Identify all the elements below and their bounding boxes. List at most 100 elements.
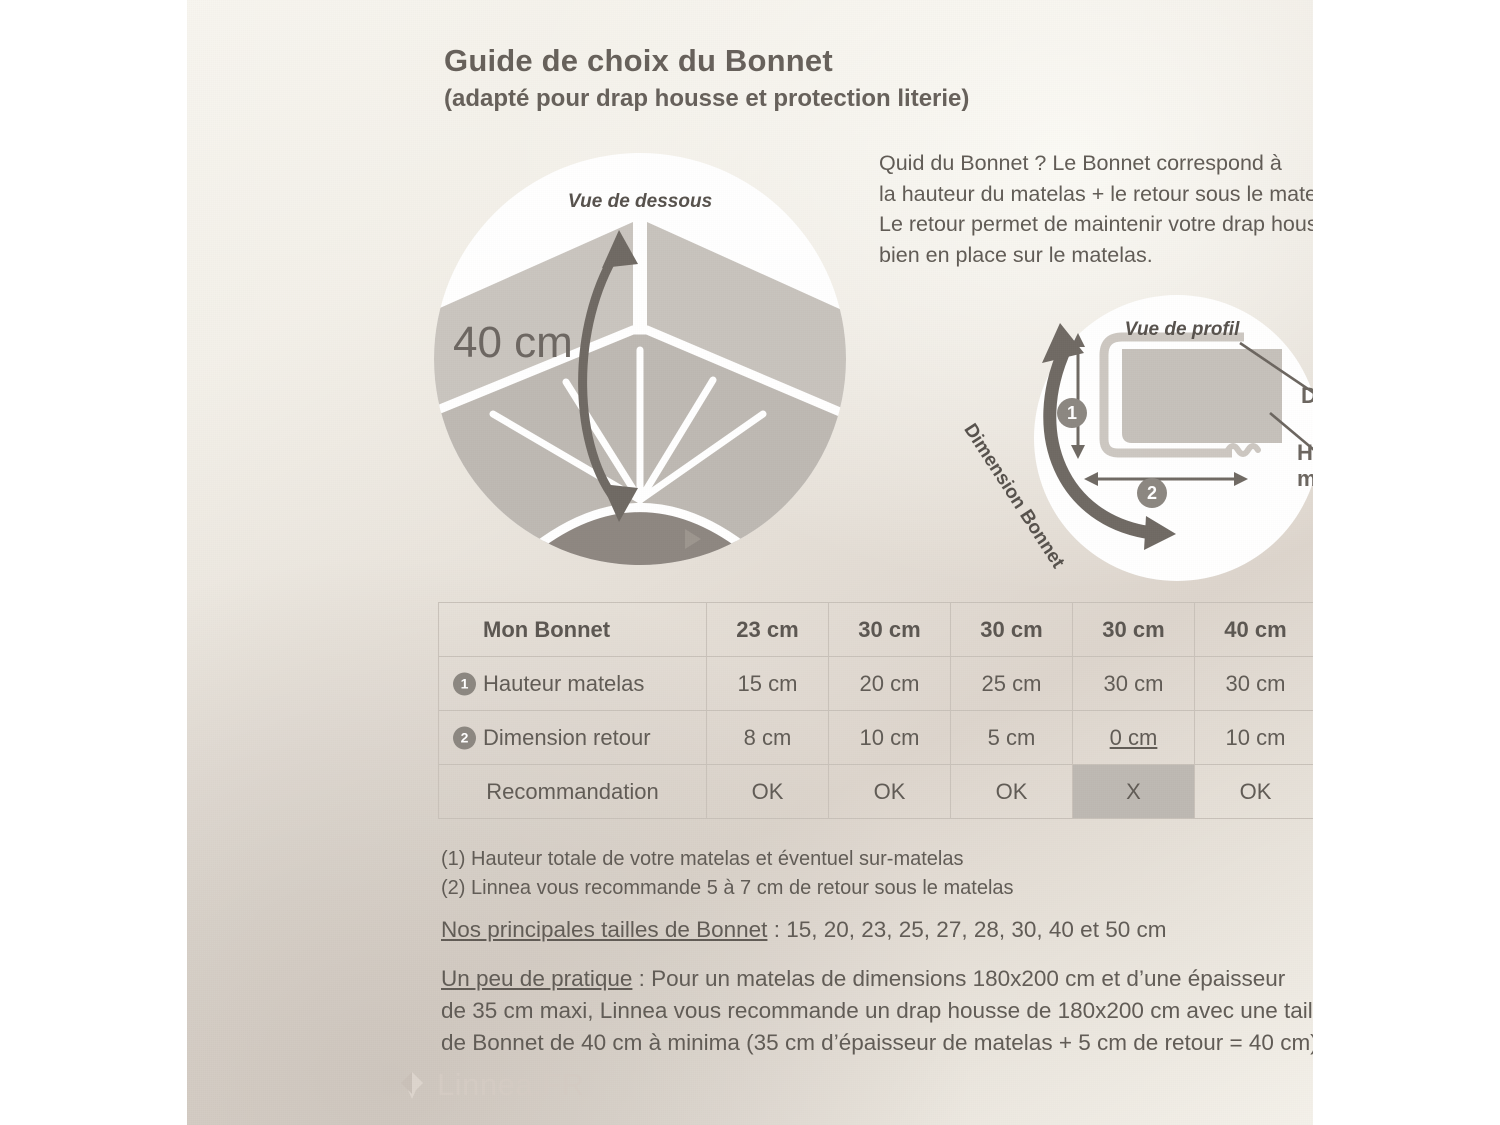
cell-text: 30 cm	[1225, 670, 1286, 696]
cell-text: 15 cm	[737, 670, 798, 696]
cell-text: OK	[873, 778, 906, 804]
bonnet-size-table: Mon Bonnet 23 cm 30 cm 30 cm 30 cm 40 cm…	[438, 602, 1313, 819]
table-cell: 20 cm	[828, 656, 951, 711]
fabric-crease-lines	[489, 346, 767, 504]
bonnet-dimension-arrow	[1042, 323, 1176, 550]
table-header-cell: 30 cm	[950, 602, 1073, 657]
table-cell: 5 cm	[950, 710, 1073, 765]
table-cell: 10 cm	[828, 710, 951, 765]
table-cell: 25 cm	[950, 656, 1073, 711]
practice-line-1-rest: : Pour un matelas de dimensions 180x200 …	[632, 966, 1286, 991]
table-cell: 8 cm	[706, 710, 829, 765]
cell-text: X	[1126, 778, 1141, 804]
title-block: Guide de choix du Bonnet (adapté pour dr…	[444, 43, 1204, 114]
table-cell: OK	[950, 764, 1073, 819]
mattress-side-left	[434, 222, 633, 417]
intro-line-1: Quid du Bonnet ? Le Bonnet correspond à	[879, 151, 1282, 175]
table-cell: OK	[828, 764, 951, 819]
diagram-badge-2: 2	[1137, 478, 1167, 508]
main-sizes-line: Nos principales tailles de Bonnet : 15, …	[441, 917, 1313, 943]
table-header-cell: 30 cm	[1072, 602, 1195, 657]
content-panel: Guide de choix du Bonnet (adapté pour dr…	[187, 0, 1313, 1125]
cell-text: 5 cm	[987, 724, 1036, 750]
table-header-cell: 30 cm	[828, 602, 951, 657]
cell-text: OK	[1239, 778, 1272, 804]
profile-view-label: Vue de profil	[1125, 319, 1240, 340]
table-cell: 30 cm	[1072, 656, 1195, 711]
cell-text: OK	[995, 778, 1028, 804]
return-dimension-measure	[1084, 472, 1248, 486]
callout-hauteur-matelas: Hauteur matelas	[1297, 440, 1313, 492]
callout-hauteur-line-2: matelas	[1297, 465, 1313, 491]
bottom-view-illustration: Vue de dessous 40 cm	[434, 153, 846, 565]
practice-heading: Un peu de pratique	[441, 966, 633, 991]
table-row: 1 Hauteur matelas 15 cm 20 cm 25 cm 30 c…	[438, 656, 1313, 711]
row-label-text: Recommandation	[486, 778, 659, 804]
bottom-view-label: Vue de dessous	[568, 191, 712, 212]
practice-paragraph: Un peu de pratique : Pour un matelas de …	[441, 963, 1313, 1059]
table-row: Recommandation OK OK OK X OK OK	[438, 764, 1313, 819]
row-label-text: Dimension retour	[483, 724, 651, 750]
table-cell-zero-retour: 0 cm	[1072, 710, 1195, 765]
practice-line-3: de Bonnet de 40 cm à minima (35 cm d’épa…	[441, 1029, 1313, 1055]
row-label-text: Hauteur matelas	[483, 670, 645, 696]
mattress-block	[1122, 349, 1282, 443]
page-title: Guide de choix du Bonnet	[444, 43, 833, 78]
mattress-side-right	[647, 222, 846, 422]
table-cell: 10 cm	[1194, 710, 1313, 765]
callout-hauteur-line-1: Hauteur	[1297, 440, 1313, 465]
table-header-row: Mon Bonnet 23 cm 30 cm 30 cm 30 cm 40 cm…	[438, 602, 1313, 657]
height-measure-label: 40 cm	[453, 318, 573, 367]
page-subtitle: (adapté pour drap housse et protection l…	[444, 85, 970, 113]
footnote-1: (1) Hauteur totale de votre matelas et é…	[441, 848, 964, 870]
table-header-label: Mon Bonnet	[438, 602, 707, 657]
intro-line-2: la hauteur du matelas + le retour sous l…	[879, 181, 1313, 206]
cell-text: OK	[751, 778, 784, 804]
table-row-label-dimension-retour: 2 Dimension retour	[438, 710, 707, 765]
profile-view-diagram: Vue de profil	[1032, 293, 1313, 583]
bonnet-size-table-wrapper: Mon Bonnet 23 cm 30 cm 30 cm 30 cm 40 cm…	[438, 602, 1313, 819]
cell-text: 0 cm	[1109, 724, 1158, 750]
table-row-label-recommandation: Recommandation	[438, 764, 707, 819]
linnea-logo[interactable]: Linnea.FR	[399, 1067, 585, 1103]
table-cell-not-recommended: X	[1072, 764, 1195, 819]
cell-text: 25 cm	[981, 670, 1042, 696]
intro-line-3: Le retour permet de maintenir votre drap…	[879, 212, 1313, 237]
table-cell: OK	[1194, 764, 1313, 819]
callout-leader-lines	[1239, 341, 1313, 451]
cell-text: 20 cm	[859, 670, 920, 696]
cell-text: 30 cm	[1103, 670, 1164, 696]
table-head: Mon Bonnet 23 cm 30 cm 30 cm 30 cm 40 cm…	[438, 602, 1313, 657]
table-header-cell: 40 cm	[1194, 602, 1313, 657]
cell-text: 8 cm	[743, 724, 792, 750]
main-sizes-heading: Nos principales tailles de Bonnet	[441, 917, 768, 942]
row-badge-2: 2	[453, 726, 476, 749]
cell-text: 10 cm	[859, 724, 920, 750]
linnea-logo-text: Linnea.FR	[437, 1067, 585, 1102]
fitted-sheet-outline	[1099, 332, 1244, 458]
sheet-opening-marker	[685, 529, 701, 549]
linnea-diamond-icon	[401, 1072, 423, 1099]
table-header-cell: 23 cm	[706, 602, 829, 657]
table-cell: OK	[706, 764, 829, 819]
practice-line-2: de 35 cm maxi, Linnea vous recommande un…	[441, 997, 1313, 1023]
profile-view-illustration: Vue de profil	[1034, 295, 1313, 581]
cell-text: 10 cm	[1225, 724, 1286, 750]
intro-paragraph: Quid du Bonnet ? Le Bonnet correspond à …	[879, 148, 1313, 270]
callout-drap-housse: Drap housse	[1301, 383, 1313, 408]
row-badge-1: 1	[453, 672, 476, 695]
footnotes: (1) Hauteur totale de votre matelas et é…	[441, 845, 1313, 903]
main-sizes-values: : 15, 20, 23, 25, 27, 28, 30, 40 et 50 c…	[767, 917, 1167, 942]
elastic-squiggle	[1225, 443, 1261, 457]
practice-line-1: Un peu de pratique : Pour un matelas de …	[441, 963, 1313, 995]
table-row-label-hauteur-matelas: 1 Hauteur matelas	[438, 656, 707, 711]
table-row: 2 Dimension retour 8 cm 10 cm 5 cm 0 cm …	[438, 710, 1313, 765]
table-cell: 15 cm	[706, 656, 829, 711]
height-arrow	[578, 230, 638, 522]
bottom-view-diagram: Vue de dessous 40 cm	[433, 152, 847, 566]
table-cell: 30 cm	[1194, 656, 1313, 711]
table-body: 1 Hauteur matelas 15 cm 20 cm 25 cm 30 c…	[438, 656, 1313, 819]
diagram-badge-1: 1	[1057, 398, 1087, 428]
footnote-2: (2) Linnea vous recommande 5 à 7 cm de r…	[441, 877, 1014, 899]
